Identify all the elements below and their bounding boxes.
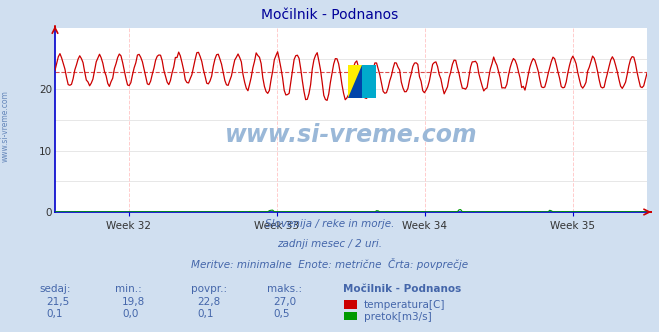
Polygon shape [348, 65, 362, 98]
Polygon shape [362, 65, 376, 98]
Text: 21,5: 21,5 [46, 297, 69, 307]
Text: www.si-vreme.com: www.si-vreme.com [1, 90, 10, 162]
Text: povpr.:: povpr.: [191, 284, 227, 294]
Polygon shape [348, 65, 362, 98]
Text: 0,1: 0,1 [198, 309, 214, 319]
Text: 0,5: 0,5 [273, 309, 290, 319]
Text: Močilnik - Podnanos: Močilnik - Podnanos [343, 284, 461, 294]
Text: sedaj:: sedaj: [40, 284, 71, 294]
Text: 0,1: 0,1 [46, 309, 63, 319]
Text: 27,0: 27,0 [273, 297, 297, 307]
Text: zadnji mesec / 2 uri.: zadnji mesec / 2 uri. [277, 239, 382, 249]
Text: temperatura[C]: temperatura[C] [364, 300, 445, 310]
Text: www.si-vreme.com: www.si-vreme.com [225, 123, 477, 147]
Text: maks.:: maks.: [267, 284, 302, 294]
Text: 19,8: 19,8 [122, 297, 145, 307]
Text: 22,8: 22,8 [198, 297, 221, 307]
Text: Meritve: minimalne  Enote: metrične  Črta: povprečje: Meritve: minimalne Enote: metrične Črta:… [191, 259, 468, 271]
Text: Močilnik - Podnanos: Močilnik - Podnanos [261, 8, 398, 22]
Text: Slovenija / reke in morje.: Slovenija / reke in morje. [265, 219, 394, 229]
Text: 0,0: 0,0 [122, 309, 138, 319]
Text: min.:: min.: [115, 284, 142, 294]
Text: pretok[m3/s]: pretok[m3/s] [364, 312, 432, 322]
